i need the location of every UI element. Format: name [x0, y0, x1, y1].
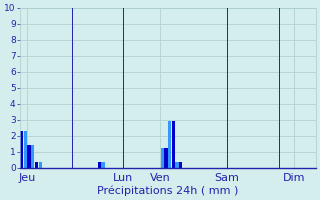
Bar: [24, 131, 27, 168]
Bar: [20, 131, 23, 168]
Bar: [161, 148, 164, 168]
Bar: [164, 148, 168, 168]
X-axis label: Précipitations 24h ( mm ): Précipitations 24h ( mm ): [97, 185, 238, 196]
Bar: [28, 145, 31, 168]
Bar: [35, 162, 38, 168]
Bar: [38, 162, 42, 168]
Bar: [175, 162, 179, 168]
Bar: [101, 162, 105, 168]
Bar: [31, 145, 35, 168]
Bar: [179, 162, 182, 168]
Bar: [98, 162, 101, 168]
Bar: [168, 121, 171, 168]
Bar: [172, 121, 175, 168]
